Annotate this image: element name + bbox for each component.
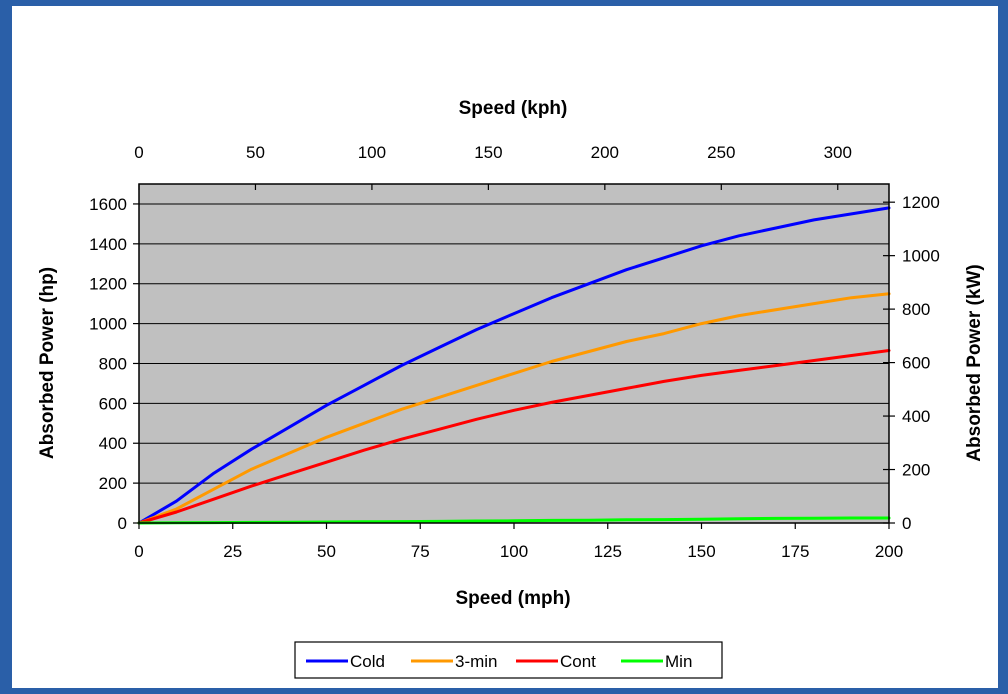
y-tick-label-1: 200 [99,474,127,493]
y-tick-label-5: 1000 [89,315,127,334]
x-tick-label-2: 50 [317,542,336,561]
x-tick-label-0: 0 [134,542,143,561]
x-top-tick-label-4: 200 [591,143,619,162]
axis-ticks: 0 25 50 75 100 125 150 175 200 0 50 100 150 200 250 300… [89,143,940,561]
legend: Cold 3-min Cont Min [294,641,723,679]
y-axis-right-title: Absorbed Power (kW) [964,264,985,461]
legend-label-min: Min [665,652,692,671]
legend-label-3-min: 3-min [455,652,498,671]
x-top-tick-label-5: 250 [707,143,735,162]
y-axis-title: Absorbed Power (hp) [37,267,58,459]
y-right-tick-label-2: 400 [902,407,930,426]
x-tick-label-5: 125 [594,542,622,561]
y-right-tick-label-4: 800 [902,300,930,319]
x-top-tick-label-6: 300 [824,143,852,162]
x-tick-label-1: 25 [223,542,242,561]
y-tick-label-8: 1600 [89,195,127,214]
x-top-tick-label-2: 100 [358,143,386,162]
y-right-tick-label-0: 0 [902,514,911,533]
y-tick-label-3: 600 [99,394,127,413]
x-top-tick-label-0: 0 [134,143,143,162]
x-top-tick-label-1: 50 [246,143,265,162]
y-tick-label-0: 0 [118,514,127,533]
plot-area [139,184,889,523]
series-line-cold [137,206,891,525]
y-tick-label-6: 1200 [89,275,127,294]
x-top-tick-label-3: 150 [474,143,502,162]
x-axis-title: Speed (mph) [455,588,570,609]
y-tick-label-7: 1400 [89,235,127,254]
x-tick-label-8: 200 [875,542,903,561]
legend-label-cont: Cont [560,652,596,671]
x-axis-top-title: Speed (kph) [459,98,568,119]
y-tick-label-4: 800 [99,354,127,373]
y-tick-label-2: 400 [99,434,127,453]
y-right-tick-label-1: 200 [902,461,930,480]
y-right-tick-label-5: 1000 [902,247,940,266]
x-tick-label-3: 75 [411,542,430,561]
x-tick-label-6: 150 [687,542,715,561]
y-right-tick-label-6: 1200 [902,193,940,212]
series-line-3-min [137,292,891,525]
line-chart: 0 25 50 75 100 125 150 175 200 0 50 100 150 200 250 300… [37,98,985,679]
y-right-tick-label-3: 600 [902,354,930,373]
chart-frame: 0 25 50 75 100 125 150 175 200 0 50 100 150 200 250 300… [12,6,998,688]
legend-label-cold: Cold [350,652,385,671]
x-tick-label-7: 175 [781,542,809,561]
series-line-cont [137,349,891,525]
x-tick-label-4: 100 [500,542,528,561]
